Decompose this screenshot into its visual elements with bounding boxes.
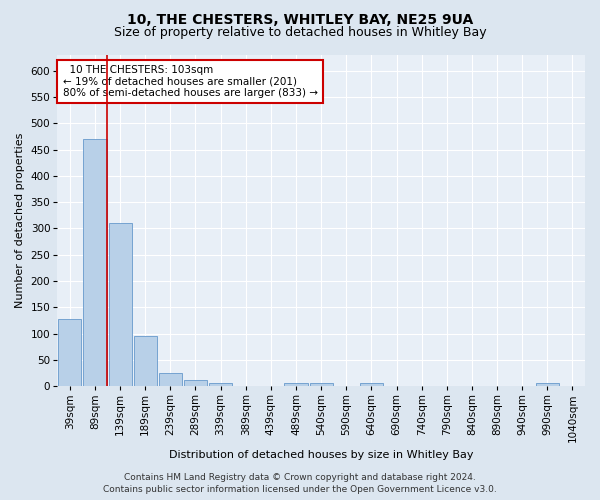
Bar (360, 382, 383, 386)
Bar (184, 380, 207, 386)
Text: 10, THE CHESTERS, WHITLEY BAY, NE25 9UA: 10, THE CHESTERS, WHITLEY BAY, NE25 9UA (127, 12, 473, 26)
X-axis label: Distribution of detached houses by size in Whitley Bay: Distribution of detached houses by size … (169, 450, 473, 460)
Bar (159, 372, 182, 386)
Text: Contains HM Land Registry data © Crown copyright and database right 2024.
Contai: Contains HM Land Registry data © Crown c… (103, 472, 497, 494)
Bar (284, 383, 308, 386)
Bar (134, 336, 157, 386)
Text: 10 THE CHESTERS: 103sqm
← 19% of detached houses are smaller (201)
80% of semi-d: 10 THE CHESTERS: 103sqm ← 19% of detache… (62, 65, 317, 98)
Bar (109, 223, 131, 386)
Y-axis label: Number of detached properties: Number of detached properties (15, 133, 25, 308)
Text: Size of property relative to detached houses in Whitley Bay: Size of property relative to detached ho… (113, 26, 487, 39)
Bar (58, 319, 82, 386)
Bar (536, 383, 559, 386)
Bar (209, 383, 232, 386)
Bar (310, 383, 332, 386)
Bar (83, 139, 107, 386)
